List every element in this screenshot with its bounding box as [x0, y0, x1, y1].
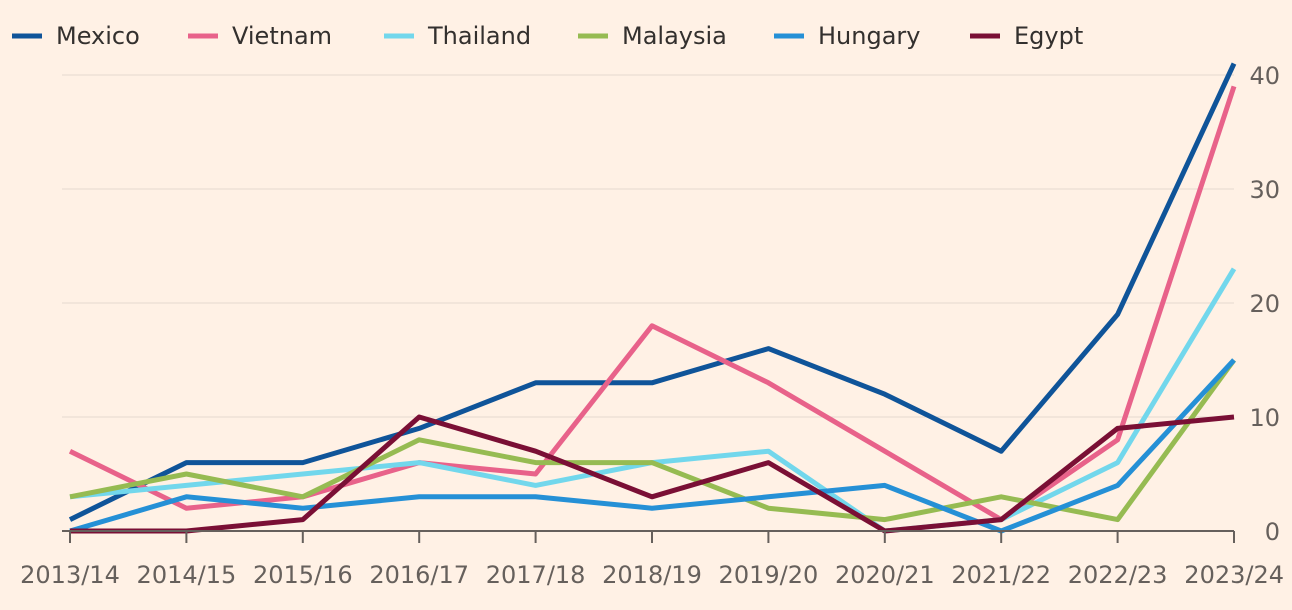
x-axis: 2013/14 2014/15 2015/16 2016/17 2017/18 2018/… [20, 530, 1284, 589]
x-tick-label: 2023/24 [1184, 561, 1284, 589]
x-tick-label: 2018/19 [602, 561, 702, 589]
y-tick-label: 0 [1265, 518, 1280, 546]
x-tick-label: 2021/22 [951, 561, 1051, 589]
y-tick-label: 20 [1249, 290, 1280, 318]
x-tick-label: 2020/21 [835, 561, 935, 589]
series-line-egypt [70, 414, 1235, 534]
legend-label-hungary: Hungary [818, 22, 920, 50]
grid [62, 74, 1234, 418]
legend: Mexico Vietnam Thailand Malaysia Hungary Egyp… [12, 22, 1083, 50]
series-line-hungary [69, 358, 1236, 534]
y-tick-label: 40 [1249, 62, 1280, 90]
x-tick-label: 2013/14 [20, 561, 120, 589]
legend-label-malaysia: Malaysia [622, 22, 727, 50]
legend-label-thailand: Thailand [427, 22, 531, 50]
y-tick-label: 10 [1249, 404, 1280, 432]
legend-label-egypt: Egypt [1014, 22, 1083, 50]
y-axis: 0 10 20 30 40 [1249, 62, 1280, 546]
legend-label-mexico: Mexico [56, 22, 140, 50]
series-line-vietnam [68, 85, 1237, 523]
x-tick-label: 2015/16 [253, 561, 353, 589]
series-line-thailand [69, 267, 1237, 534]
x-tick-label: 2019/20 [719, 561, 819, 589]
x-tick-label: 2017/18 [486, 561, 586, 589]
x-tick-label: 2014/15 [137, 561, 237, 589]
x-tick-label: 2016/17 [369, 561, 469, 589]
y-tick-label: 30 [1249, 176, 1280, 204]
legend-label-vietnam: Vietnam [232, 22, 332, 50]
series-line-malaysia [69, 358, 1237, 523]
series-line-mexico [68, 62, 1237, 522]
series-lines [68, 62, 1237, 534]
x-tick-label: 2022/23 [1068, 561, 1168, 589]
